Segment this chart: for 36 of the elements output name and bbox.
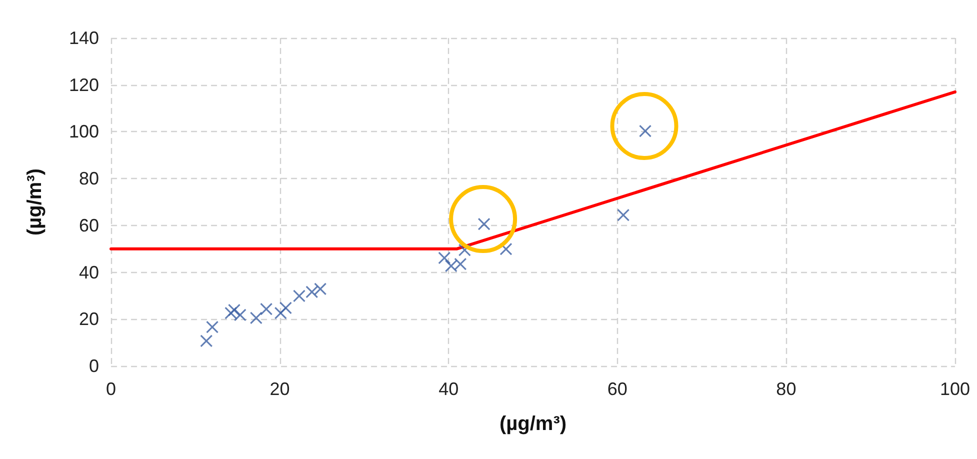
point — [224, 306, 238, 320]
point — [314, 282, 327, 296]
point — [234, 308, 246, 322]
point — [438, 252, 451, 264]
point — [454, 258, 467, 270]
point — [228, 304, 241, 316]
point — [617, 208, 630, 222]
y-tick-label: 0 — [88, 356, 99, 376]
x-tick-label: 20 — [270, 379, 290, 399]
point — [292, 290, 306, 302]
x-tick-label: 0 — [106, 379, 116, 399]
y-tick-label: 80 — [78, 168, 99, 189]
point — [638, 124, 652, 138]
y-tick-label: 40 — [78, 262, 99, 282]
x-axis-title: (µg/m³) — [499, 413, 567, 435]
point — [500, 242, 512, 256]
point — [260, 302, 273, 316]
point — [250, 312, 262, 324]
point — [444, 260, 458, 272]
x-tick-label: 40 — [438, 379, 459, 399]
y-axis-title: (µg/m³) — [24, 168, 46, 236]
point — [306, 286, 318, 298]
point — [274, 306, 287, 320]
y-tick-label: 140 — [68, 28, 99, 48]
x-tick-label: 100 — [940, 379, 970, 399]
y-tick-label: 20 — [78, 309, 99, 330]
y-tick-label: 100 — [68, 122, 99, 142]
point — [200, 334, 213, 348]
y-tick-label: 60 — [78, 215, 99, 236]
point — [458, 244, 471, 256]
point — [279, 302, 292, 314]
y-tick-label: 120 — [68, 74, 99, 95]
x-tick-label: 60 — [607, 379, 628, 399]
point — [206, 320, 219, 334]
point — [478, 218, 490, 230]
x-tick-label: 80 — [776, 379, 796, 399]
